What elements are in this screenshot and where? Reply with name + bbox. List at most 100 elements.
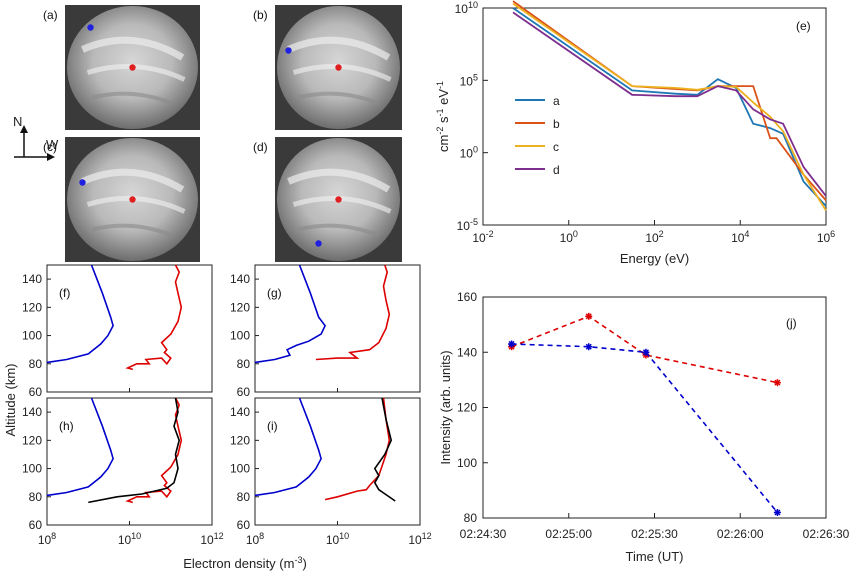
plot-frame	[482, 7, 827, 226]
legend-label-c: c	[553, 140, 559, 154]
aurora-arc	[287, 36, 391, 61]
x-tick-label: 104	[731, 229, 749, 245]
dark-band	[92, 223, 174, 238]
y-tick-label: 100	[460, 145, 478, 161]
panel-label-h: (h)	[59, 419, 74, 433]
panel-label-e: (e)	[796, 19, 811, 33]
y-tick-label: 1010	[455, 0, 478, 16]
image-label: (d)	[253, 140, 268, 154]
profile-line-red	[125, 264, 183, 371]
y-tick-label: 140	[230, 272, 250, 286]
chart-i-density-profile: 60 80 100 120 140 108 1010 1012 (i)	[230, 397, 432, 547]
dark-band	[298, 91, 380, 106]
intensity-point-blue	[508, 340, 516, 348]
marker-stroke	[774, 509, 781, 516]
compass-west-label: W	[46, 137, 59, 152]
chart-g-density-profile: 60 80 100 120 140 (g)	[230, 264, 421, 399]
plot-frame	[254, 264, 421, 393]
profiles-x-axis-label: Electron density (m-3)	[183, 555, 307, 571]
y-tick-label: 80	[464, 511, 478, 525]
profile-line-black	[373, 397, 396, 502]
y-tick-label: 120	[457, 401, 477, 415]
marker-stroke	[585, 313, 592, 320]
profiles-shared-labels: Altitude (km) Electron density (m-3)	[3, 364, 307, 571]
aurora-arc	[81, 168, 185, 193]
series-line-c	[512, 2, 827, 211]
red-marker-dot	[335, 64, 342, 71]
y-tick-label: 10-5	[457, 217, 478, 233]
blue-marker-dot	[285, 47, 292, 54]
x-tick-label: 106	[817, 229, 835, 245]
dark-band	[298, 223, 380, 238]
y-tick-label: 120	[22, 300, 42, 314]
panel-label-f: (f)	[59, 286, 70, 300]
series-line-b	[512, 0, 827, 201]
y-tick-label: 60	[237, 385, 251, 399]
marker-stroke	[774, 379, 781, 386]
plot-frame	[46, 397, 213, 526]
x-tick-label: 102	[645, 229, 663, 245]
intensity-line-red	[511, 315, 778, 384]
x-axis-label: Energy (eV)	[620, 251, 689, 266]
y-tick-label: 105	[460, 72, 478, 88]
y-tick-label: 80	[237, 490, 251, 504]
aurora-arc	[86, 63, 186, 82]
plot-frame	[46, 264, 213, 393]
all-sky-images: (a) (b) (c) (d)	[43, 5, 402, 262]
image-label: (a)	[43, 8, 58, 22]
aurora-arc	[292, 63, 392, 82]
chart-j-intensity: 80 100 120 140 160 02:24:30 02:25:00 02:25:30 02…	[438, 290, 850, 564]
profile-line-black	[88, 397, 181, 504]
red-marker-dot	[335, 196, 342, 203]
compass: N W	[13, 114, 59, 161]
profile-line-blue	[46, 264, 114, 364]
image-panel-d: (d)	[253, 137, 402, 262]
chart-h-density-profile: 60 80 100 120 140 108 1010 1012 (h)	[22, 397, 224, 547]
intensity-point-red	[773, 379, 781, 387]
legend-label-d: d	[553, 163, 560, 177]
legend-label-b: b	[553, 117, 560, 131]
y-tick-label: 80	[237, 357, 251, 371]
y-tick-label: 160	[457, 290, 477, 304]
x-tick-label: 108	[246, 531, 264, 547]
profile-line-blue	[46, 397, 114, 497]
y-tick-label: 60	[237, 518, 251, 532]
series-line-a	[512, 7, 827, 207]
chart-f-density-profile: 80 100 120 140 60 (f)	[22, 264, 213, 399]
y-axis-label: Intensity (arb. units)	[438, 350, 453, 464]
y-tick-label: 140	[22, 405, 42, 419]
intensity-point-blue	[642, 348, 650, 356]
x-tick-label: 02:26:30	[803, 527, 850, 541]
blue-marker-dot	[87, 24, 94, 31]
x-tick-label: 02:25:30	[631, 527, 678, 541]
plot-frame	[254, 397, 421, 526]
aurora-arc	[86, 195, 186, 214]
panel-label-i: (i)	[267, 419, 278, 433]
profile-line-red	[315, 264, 391, 361]
x-tick-label: 02:24:30	[460, 527, 507, 541]
image-panel-a: (a)	[43, 5, 200, 130]
y-tick-label: 100	[457, 456, 477, 470]
x-tick-label: 1010	[118, 531, 141, 547]
y-tick-label: 140	[230, 405, 250, 419]
x-tick-label: 10-2	[472, 229, 493, 245]
marker-stroke	[642, 349, 649, 356]
x-axis-label: Time (UT)	[625, 549, 683, 564]
y-tick-label: 100	[22, 329, 42, 343]
image-label: (b)	[253, 8, 268, 22]
y-tick-label: 60	[29, 385, 43, 399]
y-tick-label: 120	[22, 433, 42, 447]
legend-label-a: a	[553, 94, 560, 108]
image-panel-b: (b)	[253, 5, 402, 130]
x-tick-label: 02:25:00	[545, 527, 592, 541]
chart-e-energy-spectra: 10-2 100 102 104 106 10-5 100 105 1010 Energy (eV…	[435, 0, 835, 266]
dark-band	[92, 91, 174, 106]
image-panel-c: (c)	[43, 137, 200, 262]
y-tick-label: 140	[22, 272, 42, 286]
x-tick-label: 100	[560, 229, 578, 245]
y-tick-label: 80	[29, 357, 43, 371]
intensity-line-blue	[511, 343, 779, 514]
profile-line-red	[324, 397, 391, 501]
series-line-d	[512, 11, 827, 197]
